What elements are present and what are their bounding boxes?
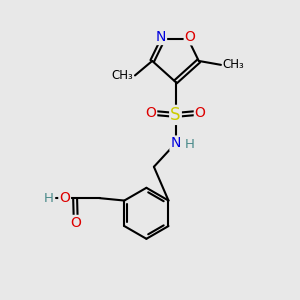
- Text: S: S: [170, 106, 181, 124]
- Text: N: N: [156, 30, 166, 44]
- Text: O: O: [184, 31, 195, 44]
- Text: H: H: [184, 138, 194, 151]
- Text: O: O: [146, 106, 156, 120]
- Text: H: H: [44, 192, 54, 205]
- Text: CH₃: CH₃: [112, 69, 134, 82]
- Text: O: O: [70, 216, 81, 230]
- Text: O: O: [195, 106, 206, 120]
- Text: O: O: [59, 191, 70, 205]
- Text: CH₃: CH₃: [222, 58, 244, 71]
- Text: N: N: [170, 136, 181, 150]
